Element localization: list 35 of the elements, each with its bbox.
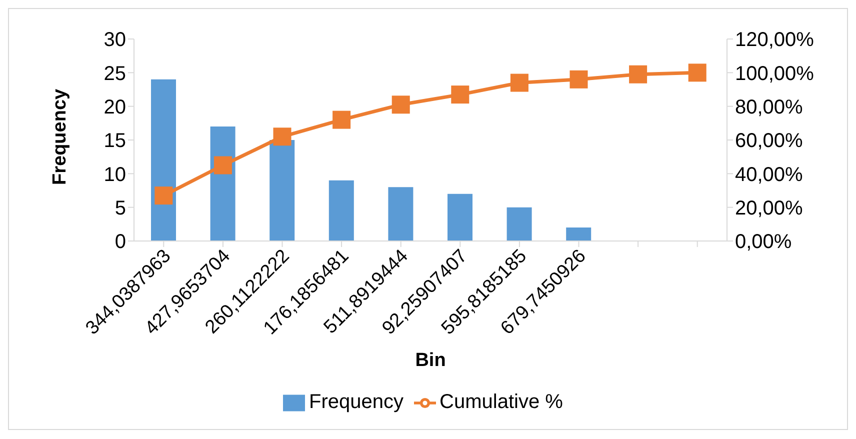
point: [629, 65, 648, 84]
point: [214, 156, 232, 174]
legend-label: Frequency: [309, 391, 404, 413]
bar: [566, 228, 592, 241]
y-tick-label: 0: [114, 231, 126, 254]
y-tick-label: 10: [104, 164, 126, 186]
bar: [270, 140, 295, 241]
y2-tick-label: 40,00%: [735, 164, 804, 186]
legend-label: Cumulative %: [440, 391, 563, 413]
point: [273, 128, 292, 146]
point: [332, 110, 351, 129]
y2-tick-label: 20,00%: [735, 197, 804, 220]
y-tick-label: 20: [104, 96, 126, 118]
point: [392, 96, 410, 114]
point: [570, 70, 588, 88]
y2-tick-label: 120,00%: [735, 29, 814, 52]
point: [688, 64, 706, 82]
x-axis-title: Bin: [415, 350, 446, 371]
y2-tick-label: 100,00%: [735, 62, 814, 85]
y-axis-title: Frequency: [50, 88, 71, 185]
point: [510, 74, 528, 92]
bar: [388, 187, 414, 241]
y2-tick-label: 80,00%: [735, 96, 804, 118]
point: [451, 86, 470, 104]
bar: [151, 79, 176, 241]
y-tick-label: 30: [104, 29, 126, 52]
bar: [328, 180, 354, 241]
bar: [448, 194, 472, 241]
bar: [506, 207, 532, 241]
y2-tick-label: 0,00%: [735, 231, 792, 254]
point: [154, 186, 173, 205]
y2-tick-label: 60,00%: [735, 130, 804, 152]
y-tick-label: 15: [104, 130, 126, 152]
y-tick-label: 25: [104, 62, 126, 85]
y-tick-label: 5: [114, 197, 126, 220]
